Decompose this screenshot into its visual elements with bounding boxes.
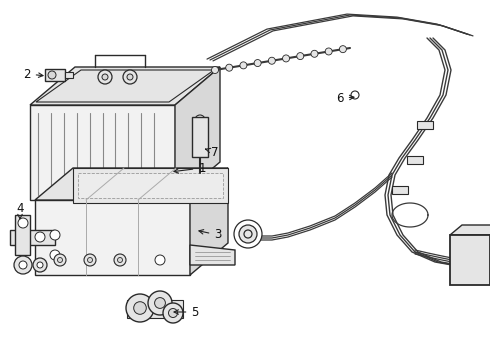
Polygon shape [10, 230, 55, 245]
Bar [45, 69, 65, 81]
Circle shape [239, 225, 257, 243]
Circle shape [148, 291, 172, 315]
Circle shape [325, 48, 332, 55]
Circle shape [127, 74, 133, 80]
Circle shape [98, 70, 112, 84]
Circle shape [169, 309, 177, 318]
Circle shape [297, 53, 304, 60]
Circle shape [123, 70, 137, 84]
Polygon shape [73, 168, 228, 203]
Circle shape [35, 232, 45, 242]
Text: 6: 6 [336, 91, 354, 104]
Text: 2: 2 [23, 68, 43, 81]
Circle shape [118, 257, 122, 262]
Circle shape [240, 62, 247, 69]
Circle shape [195, 115, 205, 125]
Circle shape [195, 125, 205, 135]
Polygon shape [190, 245, 235, 265]
Text: 3: 3 [199, 229, 221, 242]
Polygon shape [35, 200, 190, 275]
Circle shape [54, 254, 66, 266]
Circle shape [114, 254, 126, 266]
Polygon shape [175, 192, 195, 200]
Circle shape [50, 250, 60, 260]
Bar [407, 156, 423, 164]
Circle shape [84, 254, 96, 266]
Circle shape [18, 218, 28, 228]
Bar [450, 235, 490, 285]
Circle shape [134, 302, 147, 314]
Circle shape [50, 230, 60, 240]
Circle shape [33, 258, 47, 272]
Circle shape [19, 261, 27, 269]
Circle shape [155, 255, 165, 265]
Bar [417, 121, 433, 129]
Circle shape [102, 74, 108, 80]
Circle shape [126, 294, 154, 322]
Circle shape [234, 220, 262, 248]
Bar [65, 72, 73, 78]
Polygon shape [30, 105, 175, 200]
Circle shape [48, 71, 56, 79]
Bar [192, 117, 208, 157]
Circle shape [269, 57, 275, 64]
Circle shape [254, 59, 261, 67]
Bar [392, 186, 408, 194]
Polygon shape [175, 67, 220, 200]
Polygon shape [35, 168, 228, 200]
Circle shape [88, 257, 93, 262]
Polygon shape [15, 215, 30, 255]
Text: 1: 1 [174, 162, 206, 175]
Circle shape [14, 256, 32, 274]
Polygon shape [30, 67, 220, 105]
Circle shape [244, 230, 252, 238]
Polygon shape [78, 173, 223, 198]
Circle shape [340, 46, 346, 53]
Circle shape [57, 257, 63, 262]
Circle shape [155, 298, 166, 309]
Circle shape [212, 67, 219, 73]
Circle shape [195, 145, 205, 155]
Text: 5: 5 [174, 306, 198, 319]
Polygon shape [450, 225, 490, 235]
Text: 7: 7 [205, 145, 219, 158]
Circle shape [163, 303, 183, 323]
Circle shape [311, 50, 318, 57]
Polygon shape [190, 168, 228, 275]
Circle shape [37, 262, 43, 268]
Circle shape [351, 91, 359, 99]
Text: 4: 4 [16, 202, 24, 219]
Circle shape [283, 55, 290, 62]
Circle shape [195, 135, 205, 145]
Polygon shape [127, 300, 183, 318]
Circle shape [226, 64, 233, 71]
